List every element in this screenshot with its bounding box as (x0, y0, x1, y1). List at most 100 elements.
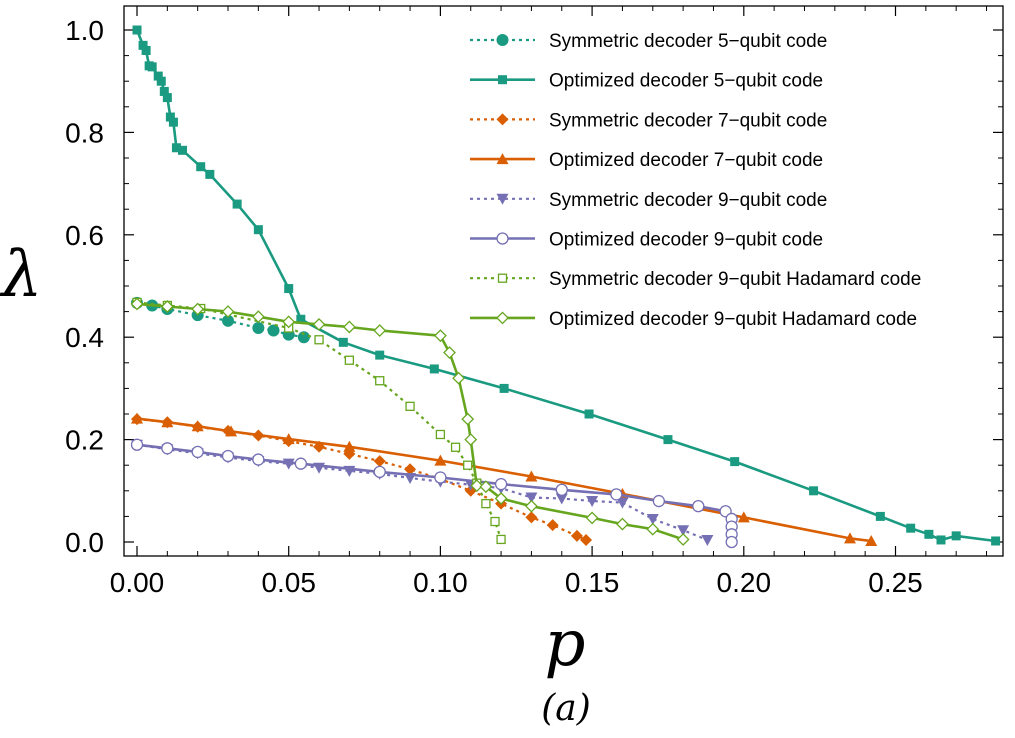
legend-label: Symmetric decoder 9−qubit code (549, 190, 827, 211)
plot-border (123, 5, 1004, 557)
data-point (464, 433, 478, 447)
data-point (232, 199, 242, 209)
data-point (546, 519, 559, 532)
data-point (267, 324, 280, 337)
data-point (205, 169, 215, 179)
data-point (663, 435, 673, 445)
data-point (168, 117, 178, 127)
legend-label: Symmetric decoder 7−qubit code (549, 110, 827, 131)
data-point (284, 284, 294, 294)
legend-swatch-marker (496, 113, 509, 126)
legend-label: Symmetric decoder 9−qubit Hadamard code (549, 269, 921, 290)
data-point (809, 486, 819, 496)
data-point (373, 455, 386, 468)
data-point (161, 416, 174, 428)
data-point (130, 438, 144, 451)
data-point (463, 460, 473, 470)
legend-item-4: Optimized decoder 7−qubit code (470, 150, 823, 171)
y-tick-label: 0.2 (65, 425, 104, 456)
series-8 (130, 297, 690, 546)
legend: Symmetric decoder 5−qubit code Optimized … (470, 31, 921, 330)
data-point (616, 497, 629, 509)
series-7 (132, 297, 506, 545)
y-tick-label: 0.4 (65, 322, 104, 353)
data-point (991, 536, 1001, 546)
data-point (404, 463, 417, 476)
series-line-4 (136, 417, 872, 543)
data-point (342, 320, 356, 334)
y-axis-label: λ (0, 238, 42, 312)
data-point (490, 516, 500, 527)
data-point (906, 523, 916, 533)
data-point (555, 493, 568, 505)
data-point (282, 433, 295, 445)
data-point (730, 457, 740, 467)
data-point (865, 534, 878, 546)
legend-swatch-marker (496, 311, 509, 325)
data-point (461, 412, 475, 426)
data-point (496, 534, 506, 545)
data-point (434, 454, 447, 466)
data-point (470, 479, 484, 493)
x-tick-label: 0.10 (413, 567, 468, 598)
series-6 (130, 438, 738, 549)
data-point (222, 314, 235, 327)
data-point (160, 300, 174, 313)
data-point (585, 511, 599, 525)
data-point (692, 500, 705, 513)
data-point (282, 315, 296, 329)
data-point (479, 480, 493, 494)
data-point (429, 364, 439, 374)
legend-label: Optimized decoder 7−qubit code (549, 150, 823, 171)
x-tick-label: 0.00 (110, 567, 165, 598)
data-point (434, 471, 447, 484)
data-point (138, 40, 148, 50)
data-point (165, 112, 175, 122)
axis-ticks: 0.00 0.05 0.10 0.15 0.20 0.25 0.0 0.2 0.4 0.6 0.8 1… (65, 6, 1003, 598)
data-point (525, 499, 538, 513)
y-tick-label: 1.0 (65, 15, 104, 46)
data-point (676, 533, 690, 546)
legend-item-7: Symmetric decoder 9−qubit Hadamard code (470, 269, 921, 290)
x-tick-label: 0.05 (261, 567, 316, 598)
legend-item-5: Symmetric decoder 9−qubit code (470, 190, 827, 211)
data-point (701, 534, 714, 546)
data-point (178, 145, 188, 155)
data-point (312, 317, 326, 331)
y-tick-label: 0.0 (65, 527, 104, 558)
data-point (344, 355, 355, 365)
legend-swatch-marker (496, 34, 509, 46)
data-point (875, 511, 885, 521)
legend-item-1: Symmetric decoder 5−qubit code (470, 31, 827, 52)
data-point (610, 488, 623, 501)
series-line-5 (136, 443, 708, 542)
legend-swatch-marker (496, 153, 509, 165)
series-4 (131, 412, 878, 546)
data-point (646, 513, 659, 525)
series-line-3 (136, 418, 587, 542)
data-point (725, 535, 738, 549)
data-point (570, 529, 583, 542)
data-point (443, 346, 456, 359)
data-point (225, 425, 238, 437)
data-point (132, 25, 142, 35)
data-point (191, 445, 204, 459)
legend-item-3: Symmetric decoder 7−qubit code (470, 110, 827, 131)
data-point (191, 420, 204, 432)
data-point (652, 494, 665, 508)
legend-label: Symmetric decoder 5−qubit code (549, 31, 827, 52)
y-tick-label: 0.6 (65, 220, 104, 251)
legend-swatch-marker (496, 232, 509, 245)
series-group (130, 25, 1001, 549)
data-point (405, 401, 415, 411)
plot-frame (123, 5, 1004, 557)
legend-swatch-marker (498, 75, 507, 85)
data-point (481, 498, 491, 509)
data-point (373, 324, 387, 337)
data-point (494, 477, 508, 491)
data-point (375, 376, 385, 386)
data-point (131, 412, 143, 424)
data-point (450, 442, 461, 452)
data-point (162, 93, 172, 103)
